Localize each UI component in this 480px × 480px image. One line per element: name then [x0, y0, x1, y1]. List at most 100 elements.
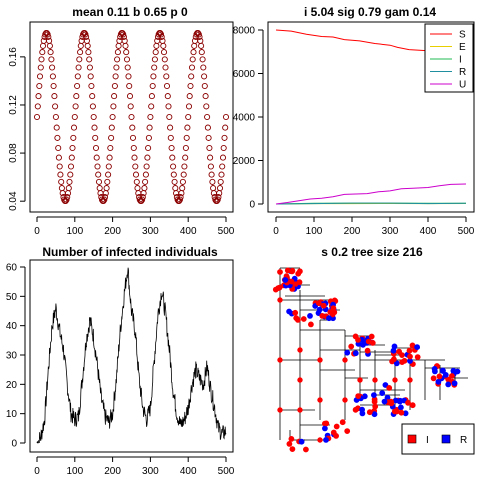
data-point [150, 73, 157, 80]
data-point [148, 93, 155, 100]
data-point [161, 56, 168, 63]
chart-title: Number of infected individuals [42, 245, 218, 259]
infected-node [323, 420, 330, 427]
plot-frame [267, 21, 475, 213]
data-point [114, 49, 121, 56]
y-tick-label: 0.12 [8, 95, 19, 115]
infected-node [372, 377, 378, 383]
data-point [93, 154, 100, 161]
recovered-node [398, 404, 404, 411]
x-tick-label: 400 [180, 226, 197, 237]
infected-node [317, 397, 323, 403]
data-point [182, 144, 189, 152]
data-point [129, 134, 137, 141]
data-point [95, 171, 102, 178]
y-tick-label: 10 [6, 409, 18, 420]
data-point [114, 56, 121, 63]
data-point [209, 178, 216, 185]
data-point [148, 103, 155, 110]
data-point [71, 113, 78, 121]
infected-node [292, 309, 299, 316]
infected-node [272, 286, 279, 293]
data-point [62, 197, 69, 205]
recovered-node [440, 368, 446, 374]
data-point [190, 49, 197, 56]
legend-swatch [407, 434, 417, 444]
x-tick-label: 500 [458, 226, 475, 237]
data-point [165, 103, 172, 110]
data-point [46, 42, 53, 49]
tree-nodes [272, 267, 461, 453]
data-point [122, 42, 129, 49]
infected-node [371, 398, 378, 405]
data-point [67, 171, 74, 178]
infected-node [398, 409, 405, 416]
infected-node [320, 302, 327, 309]
data-point [149, 82, 156, 90]
data-point [36, 73, 44, 80]
data-point [162, 64, 169, 71]
data-point [176, 196, 183, 203]
data-point [157, 31, 165, 38]
data-point [33, 113, 41, 121]
infected-node [366, 409, 373, 416]
data-point [221, 134, 228, 141]
recovered-node [393, 360, 400, 367]
infected-node [430, 375, 437, 382]
data-point [151, 64, 158, 71]
x-tick-label: 100 [66, 466, 83, 477]
data-point [85, 49, 92, 56]
y-tick-label: 8000 [233, 26, 256, 37]
data-point [219, 154, 227, 161]
data-point [168, 144, 175, 152]
infected-node [277, 407, 283, 413]
data-point [213, 197, 220, 205]
data-point [44, 31, 51, 38]
data-point [142, 178, 149, 185]
series-line-R [275, 202, 467, 205]
infected-node [409, 342, 416, 349]
legend-box [424, 23, 474, 93]
data-point [73, 93, 80, 100]
data-point [188, 73, 195, 80]
data-point [63, 196, 70, 203]
chart-title: i 5.04 sig 0.79 gam 0.14 [304, 5, 436, 19]
y-tick-label: 0.08 [8, 143, 19, 163]
data-point [57, 171, 64, 178]
data-point [179, 185, 186, 192]
data-point [43, 29, 50, 37]
y-tick-label: 60 [6, 263, 18, 274]
y-tick-label: 4000 [233, 113, 256, 124]
data-point [170, 171, 177, 178]
data-point [77, 42, 84, 49]
data-point [108, 124, 115, 131]
data-point [105, 163, 112, 170]
infected-node [286, 441, 293, 447]
data-point [39, 42, 47, 49]
x-tick-label: 100 [306, 226, 323, 237]
data-point [222, 124, 229, 131]
data-point [131, 154, 138, 161]
infected-node [409, 402, 416, 409]
infected-node [303, 446, 309, 453]
data-point [84, 42, 91, 49]
data-point [217, 178, 224, 185]
y-tick-label: 0 [249, 200, 255, 211]
infected-node [352, 333, 359, 340]
infected-node [364, 347, 371, 354]
data-point [139, 194, 146, 201]
data-point [132, 171, 140, 178]
x-tick-label: 400 [180, 466, 197, 477]
data-point [125, 73, 132, 80]
infected-node [317, 437, 323, 443]
data-point [76, 56, 83, 63]
data-point [70, 124, 78, 131]
data-point [37, 64, 44, 71]
data-point [200, 64, 207, 71]
data-point [123, 49, 130, 56]
data-point [134, 185, 141, 192]
x-tick-label: 0 [273, 226, 279, 237]
data-point [53, 124, 60, 131]
data-point [54, 134, 61, 141]
data-point [92, 134, 99, 141]
